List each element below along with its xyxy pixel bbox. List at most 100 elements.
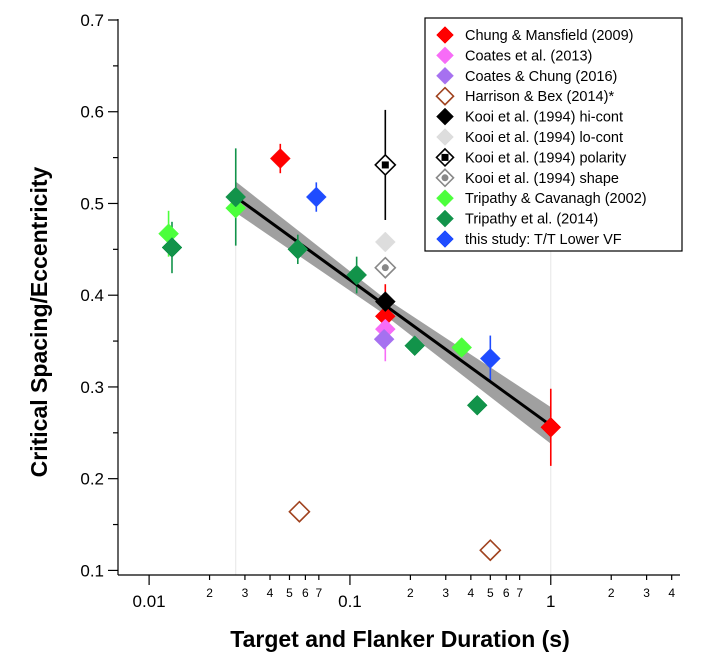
data-point-s11-p2 [479,348,501,369]
data-point-s10-p3 [287,238,309,260]
tick-labels: 0.10.20.30.40.50.60.70.01 0.1 12 3 4 5 6 7 2 3 4 5 6… [80,11,675,611]
data-point-s10-p6 [466,394,488,416]
data-point-s10-p1 [161,237,183,258]
data-point-s11-p2-shape [479,348,501,369]
x-minor-tick-label-9: 4 [468,586,475,600]
data-point-s9-p3-shape [451,337,473,358]
legend-marker-8 [435,168,455,188]
legend-marker-4-shape [435,86,455,106]
data-point-s3-p1-shape [373,328,395,350]
x-tick-label-1: 0.01 [133,592,166,611]
data-point-s8-p1-inner-dot [381,264,389,272]
axes [108,19,680,585]
data-point-s10-p2 [225,186,247,208]
data-point-s7-p1-inner-square [381,161,389,169]
data-point-s10-p5-shape [404,335,426,357]
data-point-s10-p6-shape [466,394,488,416]
data-point-s10-p5 [404,335,426,357]
legend-marker-3 [436,66,454,85]
legend-marker-11 [436,230,454,248]
x-minor-tick-label-2: 3 [242,586,249,600]
x-minor-tick-label-11: 6 [503,586,510,600]
legend-marker-7-inner-square [441,153,449,161]
legend-marker-10-shape [436,209,454,228]
legend-marker-2 [436,46,454,65]
legend-label-5: Kooi et al. (1994) hi-cont [465,110,623,126]
y-tick-label-5: 0.5 [80,194,104,213]
y-tick-label-7: 0.7 [80,11,104,30]
data-point-s1-p1 [269,148,291,169]
data-point-s1-p3 [540,416,562,438]
y-tick-label-1: 0.1 [80,561,104,580]
data-point-s5-p1-shape [374,291,396,312]
legend-marker-6-shape [436,128,454,146]
legend-marker-9-shape [436,189,454,208]
data-markers [158,148,562,562]
data-point-s9-p2 [225,197,247,219]
x-tick-label-3: 1 [546,592,555,611]
legend-label-6: Kooi et al. (1994) lo-cont [465,130,623,146]
data-point-s10-p4 [346,264,368,286]
data-point-s8-p1 [374,256,397,279]
data-point-s10-p4-shape [346,264,368,286]
data-point-s10-p1-shape [161,237,183,258]
legend-label-4: Harrison & Bex (2014)* [465,89,614,105]
x-minor-tick-label-15: 4 [668,586,675,600]
data-point-s4-p2 [479,539,502,562]
legend-marker-3-shape [436,66,454,85]
legend-marker-6 [436,128,454,146]
regression-line [234,195,552,427]
legend-marker-5-shape [436,107,454,126]
legend-marker-10 [436,209,454,228]
y-tick-label-6: 0.6 [80,103,104,122]
x-minor-tick-label-8: 3 [442,586,449,600]
legend-label-2: Coates et al. (2013) [465,48,592,64]
x-axis-title: Target and Flanker Duration (s) [230,626,570,652]
legend-marker-1-shape [436,26,454,44]
legend-marker-1 [436,26,454,44]
legend-marker-4 [435,86,455,106]
legend-box [424,17,683,252]
legend-marker-11-shape [436,230,454,248]
x-minor-tick-label-3: 4 [267,586,274,600]
data-point-s7-p1 [374,153,397,177]
x-minor-tick-label-4: 5 [286,586,293,600]
x-minor-tick-label-13: 2 [608,586,615,600]
data-point-s10-p3-shape [287,238,309,260]
legend-marker-7 [435,147,455,168]
legend-label-3: Coates & Chung (2016) [465,69,617,85]
legend-label-1: Chung & Mansfield (2009) [465,28,633,44]
legend-label-9: Tripathy & Cavanagh (2002) [465,191,647,207]
x-minor-tick-label-12: 7 [516,586,523,600]
legend-marker-8-inner-dot [441,174,449,182]
data-point-s9-p3 [451,337,473,358]
y-tick-label-4: 0.4 [80,286,104,305]
data-point-s4-p1-shape [288,500,311,523]
data-point-s4-p2-shape [479,539,502,562]
data-point-s3-p1 [373,328,395,350]
x-minor-tick-label-10: 5 [487,586,494,600]
legend-marker-2-shape [436,46,454,65]
data-point-s4-p1 [288,500,311,523]
y-axis-title: Critical Spacing/Eccentricity [26,166,52,477]
data-point-s9-p2-shape [225,197,247,219]
legend-label-11: this study: T/T Lower VF [465,232,622,248]
data-point-s6-p1-shape [374,231,396,253]
legend: Chung & Mansfield (2009) Coates et al. (2… [424,17,683,252]
legend-label-7: Kooi et al. (1994) polarity [465,150,627,166]
legend-marker-5 [436,107,454,126]
x-minor-tick-label-14: 3 [643,586,650,600]
x-minor-tick-label-7: 2 [407,586,414,600]
regression-line-path [234,195,552,427]
data-point-s5-p1 [374,291,396,312]
x-minor-tick-label-6: 7 [315,586,322,600]
data-point-s1-p3-shape [540,416,562,438]
data-point-s10-p2-shape [225,186,247,208]
x-minor-tick-label-5: 6 [302,586,309,600]
data-point-s6-p1 [374,231,396,253]
x-tick-label-2: 0.1 [338,592,362,611]
legend-label-8: Kooi et al. (1994) shape [465,171,619,187]
legend-label-10: Tripathy et al. (2014) [465,212,598,228]
y-tick-label-2: 0.2 [80,470,104,489]
